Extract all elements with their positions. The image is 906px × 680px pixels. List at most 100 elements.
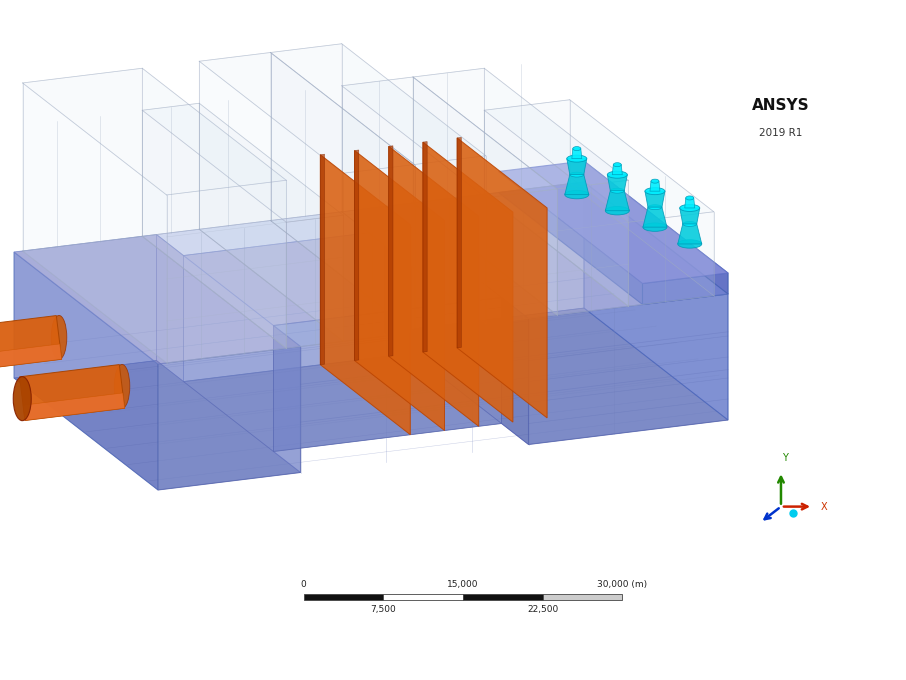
Polygon shape (342, 77, 413, 211)
Text: 30,000 (m): 30,000 (m) (597, 580, 648, 589)
Bar (304, 594, 383, 600)
Polygon shape (271, 44, 342, 220)
Polygon shape (528, 294, 728, 445)
Polygon shape (184, 228, 411, 381)
Polygon shape (321, 155, 410, 435)
Polygon shape (389, 146, 478, 426)
Text: X: X (821, 502, 827, 511)
Polygon shape (157, 235, 184, 381)
Polygon shape (20, 364, 125, 420)
Polygon shape (199, 52, 415, 173)
Polygon shape (142, 103, 199, 236)
Polygon shape (271, 211, 486, 333)
Polygon shape (567, 158, 587, 175)
Polygon shape (274, 326, 301, 473)
Ellipse shape (678, 240, 702, 248)
Ellipse shape (607, 171, 627, 178)
Polygon shape (484, 110, 628, 306)
Ellipse shape (570, 172, 583, 177)
Polygon shape (199, 52, 271, 229)
Ellipse shape (683, 222, 697, 226)
Ellipse shape (645, 188, 665, 194)
Polygon shape (14, 360, 301, 490)
Polygon shape (23, 83, 167, 363)
Text: Y: Y (782, 454, 788, 463)
Text: 0: 0 (301, 580, 306, 589)
Polygon shape (564, 175, 589, 194)
Polygon shape (423, 141, 427, 352)
Polygon shape (384, 207, 411, 354)
Polygon shape (142, 229, 343, 348)
Polygon shape (413, 68, 628, 189)
Polygon shape (423, 142, 513, 422)
Polygon shape (484, 184, 714, 306)
Polygon shape (643, 207, 667, 227)
Text: 7,500: 7,500 (371, 605, 396, 614)
Polygon shape (321, 154, 324, 364)
Polygon shape (650, 181, 660, 191)
Polygon shape (605, 190, 630, 211)
Polygon shape (142, 103, 343, 222)
Polygon shape (342, 203, 557, 324)
Polygon shape (271, 52, 415, 333)
Polygon shape (486, 189, 557, 324)
Polygon shape (413, 194, 628, 315)
Polygon shape (572, 149, 582, 158)
Polygon shape (415, 156, 486, 333)
Ellipse shape (680, 205, 699, 211)
Bar (463, 594, 543, 600)
Text: 15,000: 15,000 (448, 580, 478, 589)
Polygon shape (0, 316, 62, 371)
Polygon shape (498, 161, 728, 284)
Polygon shape (678, 224, 702, 244)
Polygon shape (142, 68, 286, 348)
Ellipse shape (52, 316, 67, 360)
Polygon shape (484, 68, 628, 306)
Ellipse shape (14, 377, 31, 421)
Polygon shape (199, 220, 415, 341)
Polygon shape (484, 100, 570, 194)
Polygon shape (584, 182, 728, 420)
Text: 22,500: 22,500 (527, 605, 558, 614)
Polygon shape (680, 208, 699, 224)
Polygon shape (14, 235, 301, 364)
Polygon shape (354, 150, 359, 360)
Ellipse shape (686, 196, 694, 200)
Polygon shape (158, 347, 301, 490)
Polygon shape (607, 175, 627, 190)
Polygon shape (642, 273, 728, 305)
Polygon shape (557, 180, 628, 315)
Ellipse shape (651, 179, 659, 183)
Polygon shape (343, 165, 415, 341)
Polygon shape (0, 344, 62, 371)
Polygon shape (413, 77, 557, 315)
Polygon shape (685, 198, 695, 208)
Bar (543, 594, 622, 600)
Polygon shape (645, 191, 665, 207)
Polygon shape (389, 146, 393, 356)
Polygon shape (14, 252, 158, 490)
Polygon shape (384, 182, 584, 333)
Polygon shape (342, 86, 486, 324)
Polygon shape (458, 138, 547, 418)
Polygon shape (286, 216, 343, 348)
Polygon shape (384, 182, 728, 318)
Polygon shape (413, 77, 557, 315)
Polygon shape (502, 298, 528, 445)
Polygon shape (23, 68, 286, 195)
Polygon shape (199, 103, 343, 341)
Polygon shape (271, 44, 486, 165)
Polygon shape (23, 393, 125, 420)
Polygon shape (14, 235, 157, 378)
Polygon shape (384, 308, 728, 445)
Ellipse shape (613, 163, 622, 167)
Polygon shape (484, 100, 714, 222)
Polygon shape (23, 68, 142, 251)
Ellipse shape (564, 190, 589, 199)
Polygon shape (167, 180, 286, 363)
Polygon shape (458, 137, 461, 348)
Ellipse shape (114, 364, 130, 409)
Ellipse shape (573, 147, 581, 150)
Polygon shape (199, 61, 343, 341)
Polygon shape (584, 161, 728, 294)
